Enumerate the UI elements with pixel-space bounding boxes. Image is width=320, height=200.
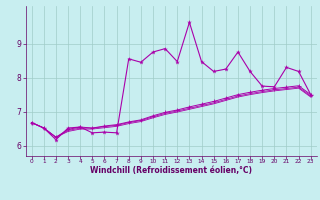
X-axis label: Windchill (Refroidissement éolien,°C): Windchill (Refroidissement éolien,°C) (90, 166, 252, 175)
